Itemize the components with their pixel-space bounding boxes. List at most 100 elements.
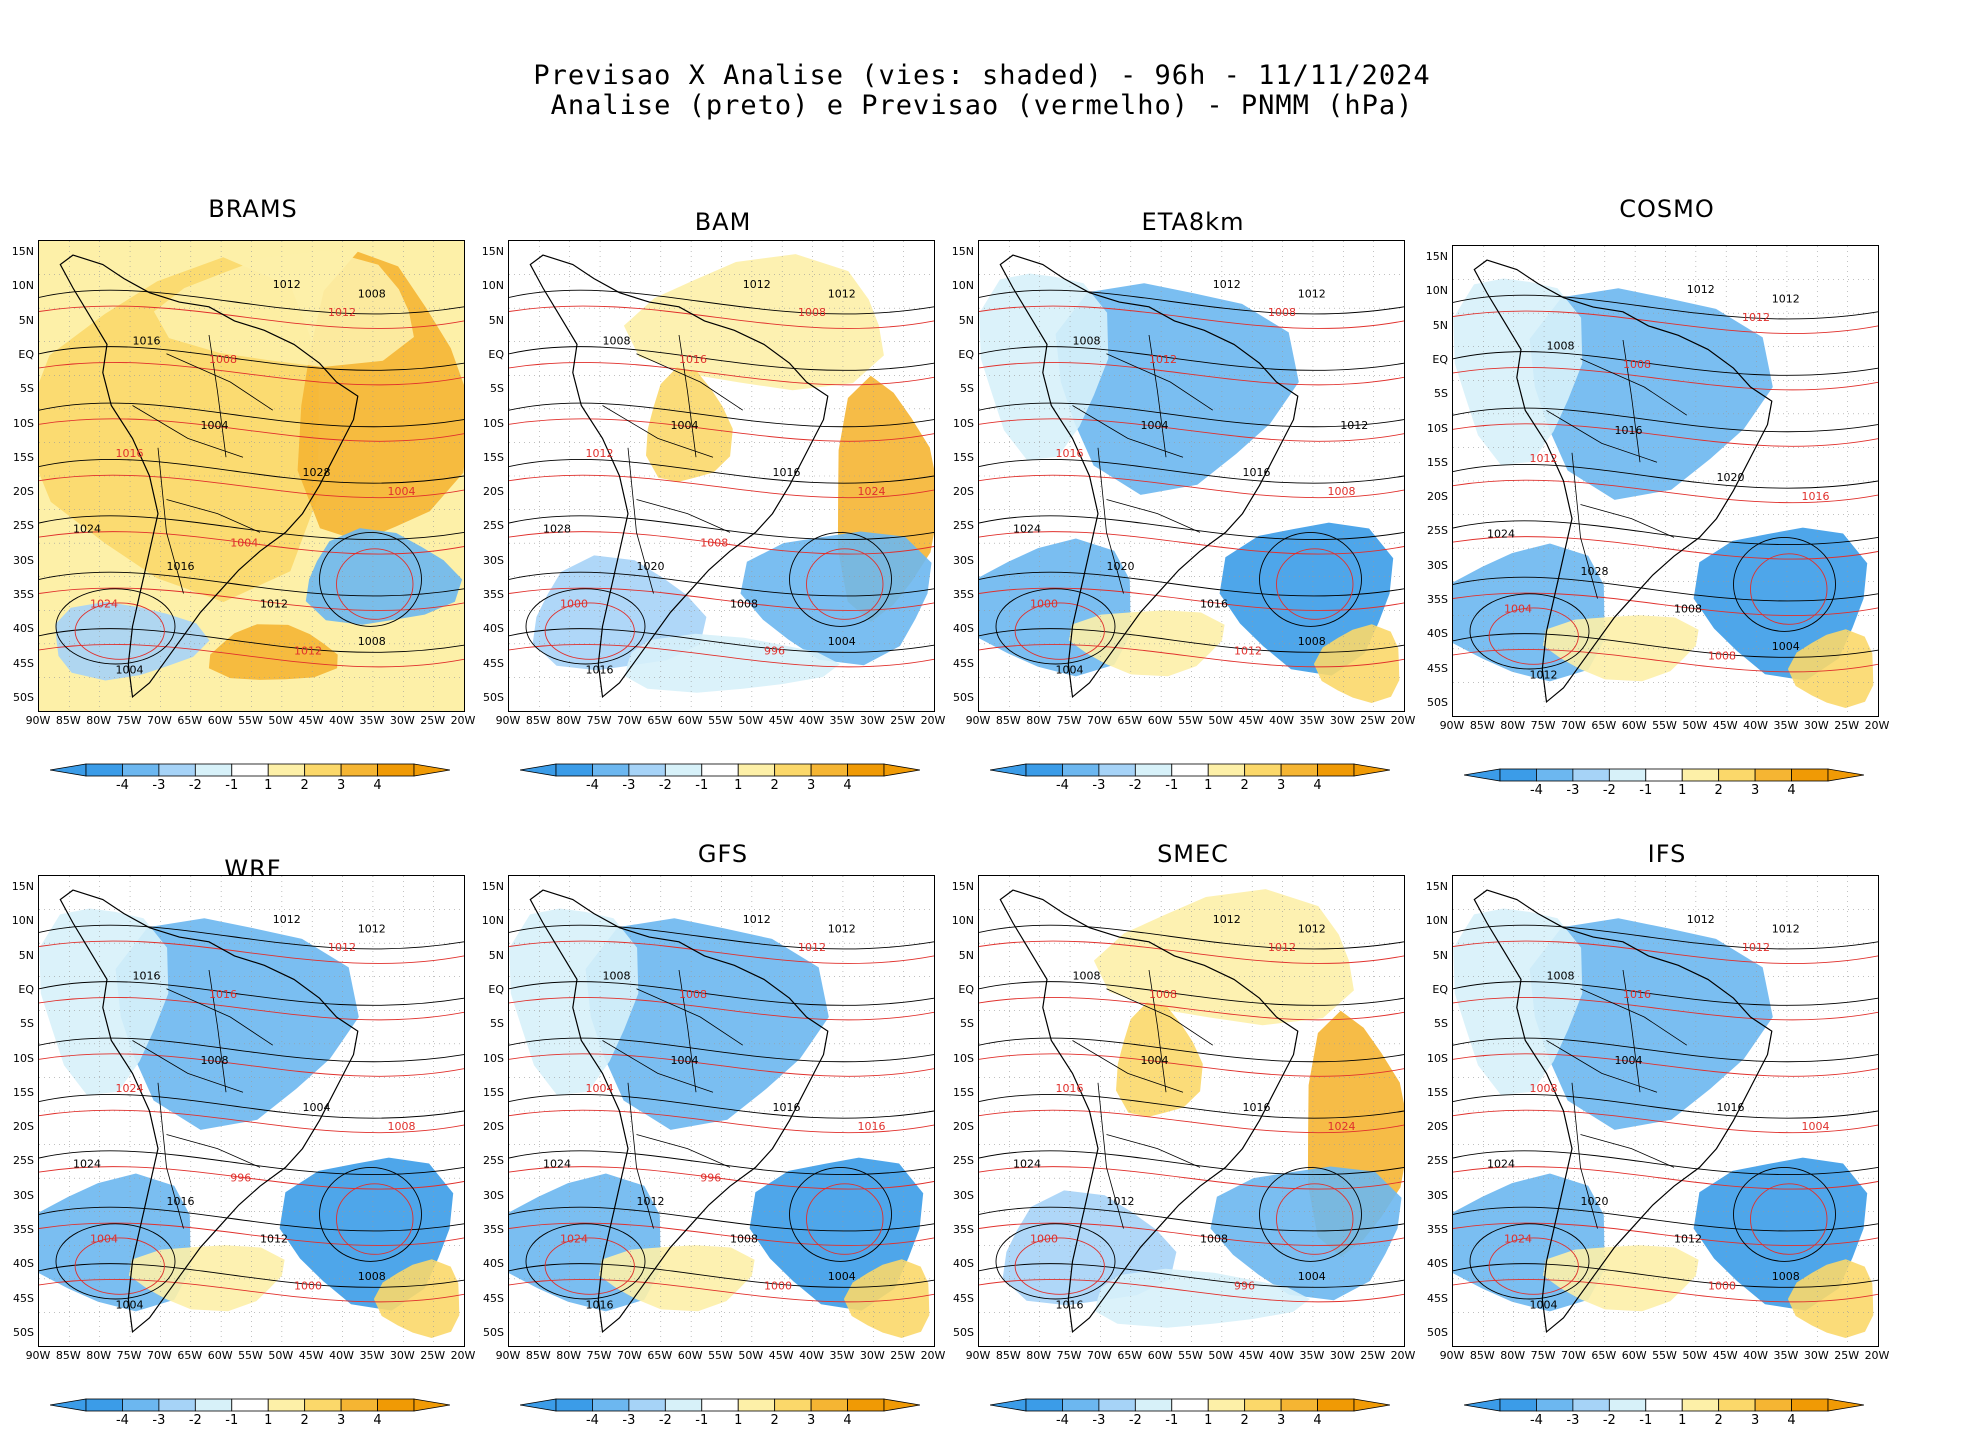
forecast-contour-label: 1016 <box>858 1120 886 1133</box>
y-tick-label: 30S <box>1427 1188 1448 1202</box>
bias-area <box>1116 1002 1203 1117</box>
colorbar-brams <box>49 762 451 781</box>
forecast-isobar <box>509 474 934 499</box>
y-tick-label: 20S <box>1427 490 1448 504</box>
y-tick-label: 40S <box>953 622 974 636</box>
colorbar-label: 3 <box>1276 778 1286 793</box>
x-tick-label: 20W <box>920 714 946 727</box>
colorbar-label: 4 <box>843 1413 852 1428</box>
x-tick-label: 80W <box>86 1349 112 1362</box>
analysis-isobar <box>1453 294 1878 320</box>
country-border <box>132 1040 244 1093</box>
x-tick-label: 40W <box>1269 714 1294 727</box>
country-border <box>636 988 744 1046</box>
forecast-contour-label: 1012 <box>798 941 826 954</box>
x-tick-label: 50W <box>1682 1349 1708 1362</box>
colorbar-swatch <box>1536 1398 1574 1412</box>
colorbar-arrow-left <box>1463 1398 1501 1412</box>
x-tick-label: 65W <box>1117 1349 1143 1362</box>
colorbar-label: 2 <box>1714 1413 1723 1428</box>
analysis-contour-label: 1012 <box>1213 913 1241 926</box>
forecast-contour-label: 1016 <box>1056 447 1084 460</box>
coastline <box>59 889 359 1334</box>
country-border <box>166 988 274 1046</box>
analysis-isobar <box>509 289 934 315</box>
y-tick-label: 45S <box>483 1291 504 1305</box>
colorbar-label: -3 <box>152 1413 166 1428</box>
x-tick-label: 80W <box>1500 1349 1526 1362</box>
forecast-contour-label: 1016 <box>209 988 237 1001</box>
forecast-contour-label: 1012 <box>1234 645 1262 658</box>
country-border <box>1148 334 1167 458</box>
y-tick-label: 30S <box>483 1188 504 1202</box>
colorbar-bam <box>519 762 921 781</box>
y-tick-label: 15N <box>11 245 34 258</box>
forecast-isobar <box>1276 548 1354 620</box>
y-tick-label: 30S <box>483 553 504 567</box>
colorbar-swatch <box>1536 768 1574 782</box>
bias-area <box>1313 624 1400 703</box>
forecast-isobar <box>1453 940 1878 964</box>
y-tick-label: 45S <box>1427 661 1448 675</box>
country-border <box>1580 504 1675 538</box>
colorbar-label: -1 <box>225 1413 239 1428</box>
analysis-contour-label: 1016 <box>1243 1101 1271 1114</box>
country-border <box>1546 1040 1658 1093</box>
colorbar-swatch <box>267 1398 306 1412</box>
analysis-isobar <box>509 1263 934 1288</box>
colorbar-swatch <box>1681 768 1720 782</box>
analysis-contour-label: 1012 <box>743 913 771 926</box>
colorbar-cosmo <box>1463 767 1865 786</box>
x-tick-label: 80W <box>1026 1349 1052 1362</box>
y-tick-label: 15N <box>11 880 34 893</box>
colorbar-label: -3 <box>1566 783 1580 798</box>
x-tick-label: 70W <box>146 714 172 727</box>
forecast-isobar <box>979 1166 1404 1190</box>
analysis-isobar <box>55 1223 176 1300</box>
forecast-contour-label: 1008 <box>1268 306 1296 319</box>
forecast-isobar <box>39 474 464 499</box>
analysis-contour-label: 1008 <box>1547 339 1575 352</box>
y-tick-label: 15N <box>481 880 504 893</box>
analysis-isobar <box>979 346 1404 371</box>
colorbar-swatch <box>1171 1398 1209 1412</box>
x-tick-label: 65W <box>647 714 673 727</box>
colorbar-arrow-right <box>1827 1398 1865 1412</box>
x-tick-label: 80W <box>86 714 112 727</box>
y-tick-label: 5S <box>960 382 974 396</box>
x-tick-label: 30W <box>1803 1349 1829 1362</box>
colorbar-label: 1 <box>1678 1413 1687 1428</box>
colorbar-swatch <box>1572 1398 1610 1412</box>
analysis-contour-label: 1016 <box>586 1298 614 1311</box>
x-tick-label: 30W <box>859 714 885 727</box>
forecast-contour-label: 1012 <box>1149 353 1177 366</box>
analysis-isobar <box>995 588 1116 665</box>
analysis-contour-label: 1024 <box>1013 522 1041 535</box>
analysis-contour-label: 1012 <box>273 913 301 926</box>
forecast-contour-label: 1012 <box>1530 452 1558 465</box>
map-canvas-bam: 1012101210081004101610281020100810041016… <box>509 241 934 711</box>
y-tick-label: 50S <box>1427 696 1448 709</box>
colorbar-swatch <box>664 1398 703 1412</box>
x-tick-label: 70W <box>616 714 642 727</box>
y-tick-label: 40S <box>483 622 504 636</box>
colorbar-label: 2 <box>1240 1413 1249 1428</box>
analysis-isobar <box>39 1263 464 1288</box>
panel-title-smec: SMEC <box>1157 840 1229 868</box>
analysis-contour-label: 1012 <box>260 598 288 611</box>
colorbar-label: 2 <box>300 778 309 793</box>
forecast-contour-label: 1000 <box>1030 1233 1058 1246</box>
y-tick-label: 5S <box>490 382 504 396</box>
analysis-contour-label: 1004 <box>671 419 699 432</box>
coastline <box>529 889 829 1334</box>
colorbar-gfs <box>519 1397 921 1416</box>
colorbar-label: 2 <box>300 1413 309 1428</box>
y-tick-label: 5N <box>1432 948 1448 962</box>
analysis-contour-label: 1016 <box>1200 598 1228 611</box>
y-tick-label: 20S <box>13 485 34 499</box>
y-tick-label: 40S <box>483 1257 504 1271</box>
y-tick-label: 25S <box>953 1154 974 1168</box>
map-canvas-ifs: 1012101210081004101610241020101210081004… <box>1453 876 1878 1346</box>
forecast-contour-label: 1016 <box>116 447 144 460</box>
analysis-isobar <box>1453 351 1878 376</box>
